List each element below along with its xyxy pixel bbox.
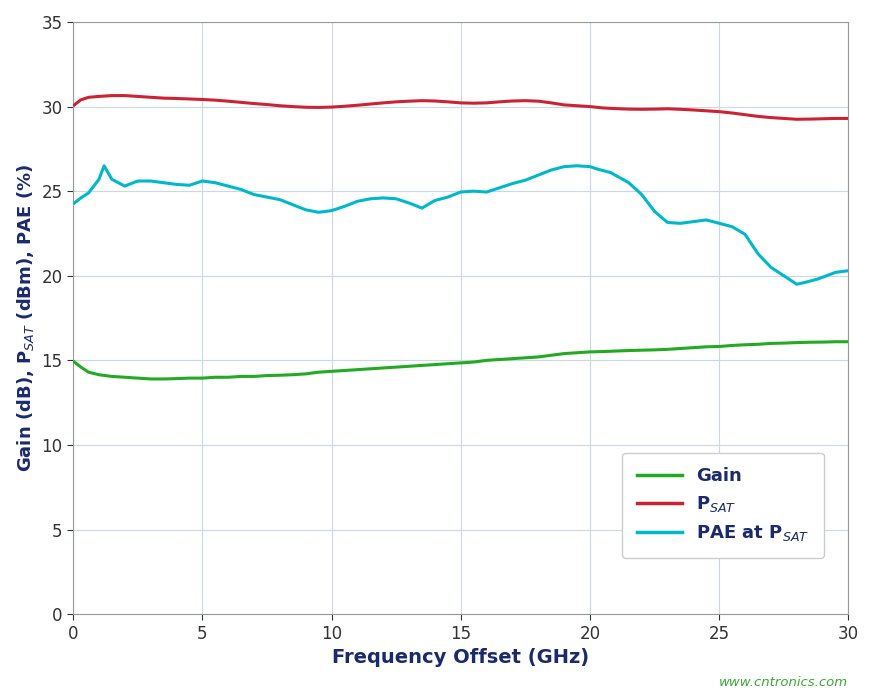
Text: www.cntronics.com: www.cntronics.com [718,676,848,689]
Y-axis label: Gain (dB), P$_{SAT}$ (dBm), PAE (%): Gain (dB), P$_{SAT}$ (dBm), PAE (%) [15,164,36,473]
X-axis label: Frequency Offset (GHz): Frequency Offset (GHz) [332,648,589,667]
Legend: Gain, P$_{SAT}$, PAE at P$_{SAT}$: Gain, P$_{SAT}$, PAE at P$_{SAT}$ [622,453,824,557]
